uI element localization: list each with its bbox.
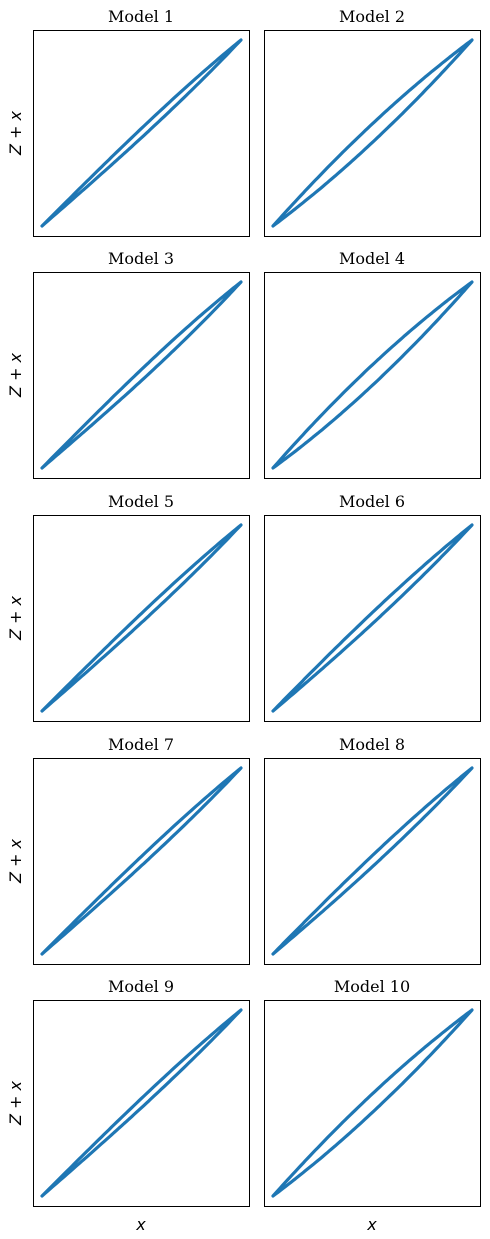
- series-loop-line: [40, 1008, 243, 1198]
- series-loop-line-trace: [42, 280, 243, 468]
- series-loop-line: [271, 280, 474, 470]
- series-loop-line: [271, 766, 474, 956]
- subplot-title: Model 5: [108, 492, 174, 511]
- subplot-title: Model 6: [339, 492, 405, 511]
- series-loop-line: [40, 280, 243, 470]
- series-loop-line: [40, 523, 243, 713]
- series-loop-line: [40, 766, 243, 956]
- subplot-title: Model 4: [339, 249, 405, 268]
- subplot-title: Model 8: [339, 735, 405, 754]
- y-axis-label: Z + x: [6, 595, 25, 641]
- series-loop-line: [271, 38, 474, 228]
- subplot-model-3: Model 3 Z + x: [6, 249, 250, 479]
- axes-frame: [264, 515, 481, 722]
- subplot-title: Model 7: [108, 735, 174, 754]
- subplot-title: Model 9: [108, 977, 174, 996]
- series-loop-line: [271, 1008, 474, 1198]
- axes-frame: [33, 758, 250, 965]
- axes-frame: [264, 1000, 481, 1207]
- series-loop-line-trace: [42, 38, 243, 226]
- series-loop-line-trace: [273, 766, 474, 954]
- subplot-model-7: Model 7 Z + x: [6, 735, 250, 965]
- subplot-model-6: Model 6: [264, 492, 481, 722]
- series-loop-line: [40, 38, 243, 228]
- axes-frame: [33, 30, 250, 237]
- subplot-model-9: Model 9 Z + x x: [6, 977, 250, 1234]
- axes-frame: [264, 30, 481, 237]
- y-axis-label: Z + x: [6, 352, 25, 398]
- axes-frame: [33, 272, 250, 479]
- subplot-title: Model 10: [334, 977, 410, 996]
- subplot-title: Model 3: [108, 249, 174, 268]
- subplot-model-4: Model 4: [264, 249, 481, 479]
- series-loop-line-trace: [42, 766, 243, 954]
- y-axis-label: Z + x: [6, 110, 25, 156]
- axes-frame: [264, 272, 481, 479]
- series-loop-line-trace: [273, 1008, 474, 1196]
- series-loop-line-trace: [273, 38, 474, 226]
- subplot-model-1: Model 1 Z + x: [6, 7, 250, 237]
- panels: Model 1 Z + x Model 2 Model 3 Z + x Model 4 Mo…: [6, 7, 481, 1234]
- x-axis-label: x: [135, 1215, 146, 1234]
- subplot-title: Model 1: [108, 7, 174, 26]
- subplot-title: Model 2: [339, 7, 405, 26]
- series-loop-line: [271, 523, 474, 713]
- series-loop-line-trace: [42, 1008, 243, 1196]
- y-axis-label: Z + x: [6, 1080, 25, 1126]
- x-axis-label: x: [366, 1215, 377, 1234]
- axes-frame: [33, 515, 250, 722]
- subplot-model-8: Model 8: [264, 735, 481, 965]
- axes-frame: [33, 1000, 250, 1207]
- axes-frame: [264, 758, 481, 965]
- series-loop-line-trace: [273, 523, 474, 711]
- subplot-model-10: Model 10 x: [264, 977, 481, 1234]
- series-loop-line-trace: [273, 280, 474, 468]
- subplot-model-2: Model 2: [264, 7, 481, 237]
- y-axis-label: Z + x: [6, 838, 25, 884]
- series-loop-line-trace: [42, 523, 243, 711]
- subplot-model-5: Model 5 Z + x: [6, 492, 250, 722]
